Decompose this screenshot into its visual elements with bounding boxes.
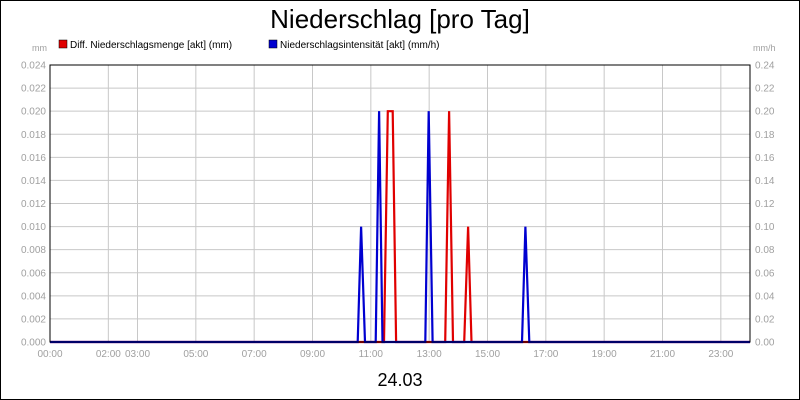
- y-tick-right: 0.16: [755, 153, 775, 164]
- x-tick-label: 21:00: [650, 349, 675, 360]
- y-axis-right: 0.00 0.02 0.04 0.06 0.08 0.10 0.12 0.14 0.16 0.18…: [755, 61, 775, 349]
- y-tick-right: 0.06: [755, 268, 775, 279]
- x-tick-label: 17:00: [533, 349, 558, 360]
- y-tick-left: 0.014: [21, 176, 46, 187]
- y-tick-right: 0.04: [755, 291, 775, 302]
- x-tick-label: 15:00: [475, 349, 500, 360]
- y-axis-left: 0.000 0.002 0.004 0.006 0.008 0.010 0.012 0.014…: [21, 61, 46, 349]
- x-tick-label: 09:00: [300, 349, 325, 360]
- x-tick-label: 05:00: [183, 349, 208, 360]
- y-tick-left: 0.022: [21, 84, 46, 95]
- x-tick-label: 02:00: [96, 349, 121, 360]
- x-tick-label: 23:00: [708, 349, 733, 360]
- y-tick-left: 0.012: [21, 199, 46, 210]
- y-tick-left: 0.016: [21, 153, 46, 164]
- x-tick-label: 07:00: [242, 349, 267, 360]
- plot-area-border: [49, 64, 751, 343]
- grid: [50, 65, 750, 342]
- x-tick-label: 03:00: [125, 349, 150, 360]
- x-axis: 00:00 02:00 03:00 05:00 07:00 09:00 11:00 13:00…: [37, 349, 733, 360]
- legend-swatch-blue: [268, 39, 278, 49]
- y-tick-right: 0.10: [755, 222, 775, 233]
- chart-title: Niederschlag [pro Tag]: [270, 4, 530, 34]
- y-tick-right: 0.20: [755, 107, 775, 118]
- legend: Diff. Niederschlagsmenge [akt] (mm) Nied…: [58, 39, 440, 51]
- date-label: 24.03: [377, 370, 422, 390]
- y-tick-left: 0.004: [21, 291, 46, 302]
- y-tick-left: 0.002: [21, 314, 46, 325]
- y-tick-right: 0.12: [755, 199, 775, 210]
- x-tick-label: 13:00: [417, 349, 442, 360]
- y-tick-left: 0.006: [21, 268, 46, 279]
- y-tick-left: 0.008: [21, 245, 46, 256]
- series-line-menge: [50, 110, 750, 344]
- x-tick-label: 11:00: [359, 349, 384, 360]
- right-axis-unit: mm/h: [753, 43, 776, 53]
- y-tick-right: 0.22: [755, 84, 775, 95]
- y-tick-left: 0.010: [21, 222, 46, 233]
- y-tick-left: 0.024: [21, 61, 46, 72]
- y-tick-left: 0.000: [21, 338, 46, 349]
- y-tick-right: 0.00: [755, 338, 775, 349]
- y-tick-right: 0.18: [755, 130, 775, 141]
- left-axis-unit: mm: [32, 43, 47, 53]
- x-tick-label: 00:00: [37, 349, 62, 360]
- legend-label-menge: Diff. Niederschlagsmenge [akt] (mm): [70, 40, 232, 51]
- y-tick-right: 0.02: [755, 314, 775, 325]
- y-tick-left: 0.020: [21, 107, 46, 118]
- y-tick-right: 0.24: [755, 61, 775, 72]
- y-tick-right: 0.08: [755, 245, 775, 256]
- y-tick-left: 0.018: [21, 130, 46, 141]
- x-tick-label: 19:00: [592, 349, 617, 360]
- y-tick-right: 0.14: [755, 176, 775, 187]
- legend-swatch-red: [58, 39, 68, 49]
- legend-label-intensitaet: Niederschlagsintensität [akt] (mm/h): [280, 40, 440, 51]
